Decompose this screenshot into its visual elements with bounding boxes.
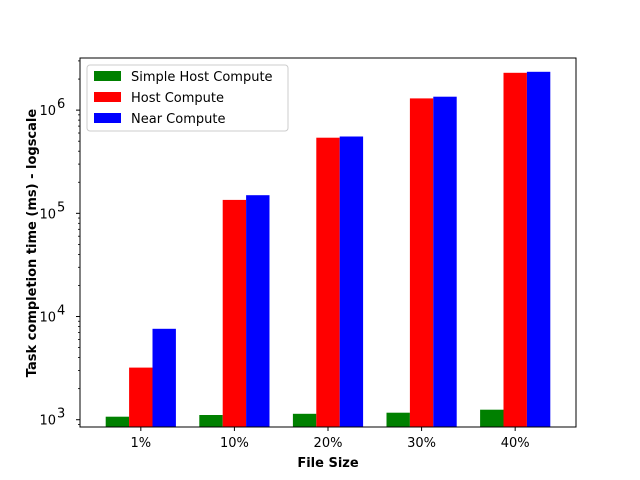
- x-tick-label: 40%: [501, 436, 530, 451]
- bar-simple-host-compute-4: [480, 409, 504, 427]
- legend-label: Near Compute: [131, 112, 225, 127]
- y-tick-exponent: 6: [57, 97, 65, 112]
- bar-simple-host-compute-2: [292, 413, 317, 427]
- bars-group: [105, 71, 551, 428]
- x-axis: 1% 10% 20% 30% 40%: [131, 427, 530, 451]
- bar-near-compute-4: [526, 71, 551, 428]
- y-tick-label: 10: [39, 104, 56, 119]
- y-tick-exponent: 3: [57, 407, 65, 422]
- x-axis-label: File Size: [297, 456, 359, 471]
- bar-host-compute-4: [503, 72, 527, 428]
- y-axis-label: Task completion time (ms) - logscale: [25, 109, 40, 378]
- legend-swatch-near-compute: [94, 113, 121, 123]
- x-tick-label: 20%: [314, 436, 343, 451]
- x-tick-label: 1%: [131, 436, 152, 451]
- bar-host-compute-1: [222, 199, 247, 427]
- legend-swatch-host-compute: [94, 92, 121, 102]
- bar-near-compute-2: [339, 136, 364, 427]
- y-tick-label: 10: [39, 207, 56, 222]
- bar-host-compute-0: [129, 367, 153, 427]
- x-tick-label: 30%: [407, 436, 436, 451]
- legend-swatch-simple-host-compute: [94, 71, 121, 81]
- bar-host-compute-3: [409, 98, 434, 428]
- bar-simple-host-compute-1: [199, 415, 223, 427]
- bar-simple-host-compute-3: [386, 412, 410, 427]
- y-tick-label: 10: [39, 414, 56, 429]
- legend: Simple Host Compute Host Compute Near Comp…: [86, 64, 289, 132]
- bar-simple-host-compute-0: [105, 416, 130, 427]
- bar-near-compute-0: [152, 328, 176, 427]
- bar-near-compute-3: [433, 96, 457, 427]
- bar-near-compute-1: [246, 195, 270, 427]
- y-tick-exponent: 4: [57, 304, 65, 319]
- legend-label: Simple Host Compute: [131, 70, 273, 85]
- legend-label: Host Compute: [131, 91, 224, 106]
- bar-host-compute-2: [316, 137, 340, 427]
- y-tick-exponent: 5: [57, 200, 65, 215]
- legend-box: [86, 64, 289, 132]
- x-tick-label: 10%: [220, 436, 249, 451]
- y-tick-label: 10: [39, 311, 56, 326]
